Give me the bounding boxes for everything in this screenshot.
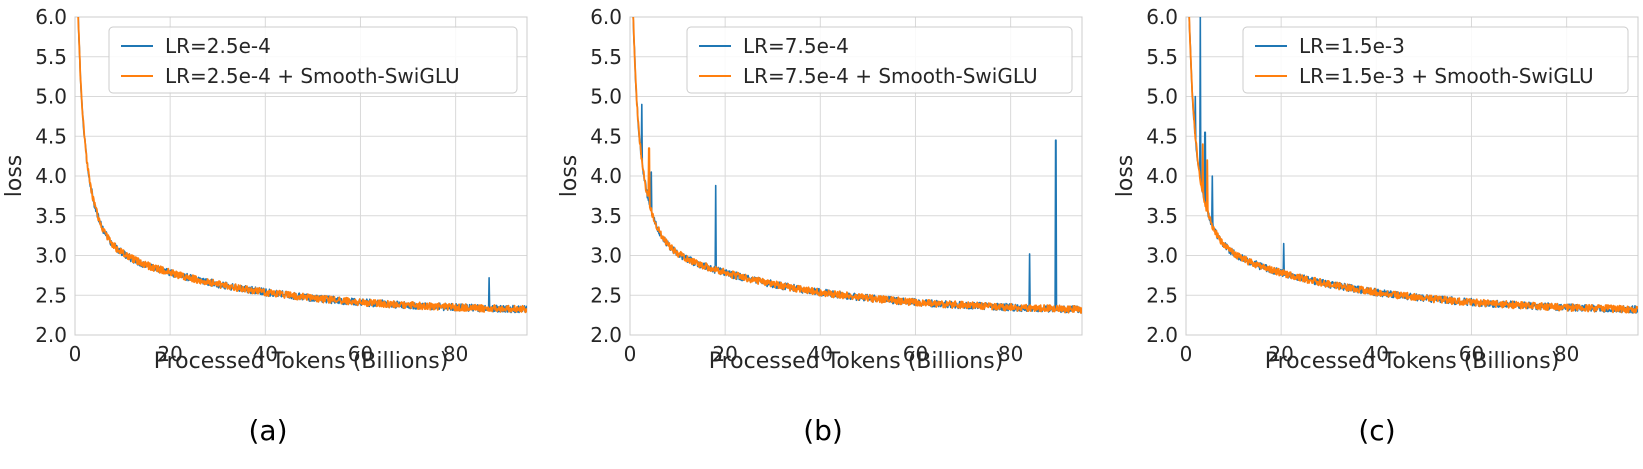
legend-entry-1: LR=2.5e-4 <box>165 34 271 58</box>
plot-area <box>632 17 1082 314</box>
y-tick-label: 4.5 <box>1146 124 1178 148</box>
y-tick-label: 2.0 <box>1146 323 1178 347</box>
x-axis-label: Processed Tokens (Billions) <box>709 349 1004 374</box>
chart-panel-3: 0 20 40 60 80 2.0 2.5 3.0 3.5 4.0 4.5 5.0 5.5 6.0 Proc… <box>1113 5 1639 447</box>
x-tick-label: 60 <box>903 342 928 366</box>
y-axis-label: loss <box>2 155 27 198</box>
legend: LR=2.5e-4 LR=2.5e-4 + Smooth-SwiGLU <box>108 26 518 94</box>
legend: LR=7.5e-4 LR=7.5e-4 + Smooth-SwiGLU <box>686 26 1073 94</box>
x-tick-label: 0 <box>69 342 82 366</box>
y-tick-label: 4.5 <box>35 124 67 148</box>
y-tick-label: 5.5 <box>35 45 67 69</box>
x-tick-label: 40 <box>253 342 278 366</box>
x-tick-label: 20 <box>1268 342 1293 366</box>
y-axis-label: loss <box>1113 155 1138 198</box>
plot-frame <box>74 16 528 336</box>
y-tick-label: 2.0 <box>35 323 67 347</box>
y-tick-label: 6.0 <box>1146 5 1178 29</box>
y-tick-label: 3.0 <box>35 244 67 268</box>
y-tick-label: 2.0 <box>590 323 622 347</box>
y-tick-label: 3.5 <box>35 204 67 228</box>
plot-frame <box>1185 16 1639 336</box>
plot-frame <box>629 16 1083 336</box>
y-tick-label: 5.5 <box>1146 45 1178 69</box>
x-tick-label: 20 <box>712 342 737 366</box>
legend-box <box>108 26 518 94</box>
x-tick-label: 60 <box>1459 342 1484 366</box>
y-tick-label: 3.5 <box>1146 204 1178 228</box>
y-tick-label: 4.5 <box>590 124 622 148</box>
y-tick-label: 5.5 <box>590 45 622 69</box>
legend-entry-2: LR=2.5e-4 + Smooth-SwiGLU <box>165 64 460 88</box>
x-tick-label: 0 <box>1180 342 1193 366</box>
plot-area <box>77 17 527 314</box>
y-tick-label: 3.0 <box>1146 244 1178 268</box>
x-tick-label: 80 <box>998 342 1023 366</box>
x-tick-label: 60 <box>348 342 373 366</box>
y-tick-label: 2.5 <box>35 283 67 307</box>
y-tick-label: 2.5 <box>590 283 622 307</box>
x-tick-label: 20 <box>157 342 182 366</box>
x-tick-label: 80 <box>1554 342 1579 366</box>
series-line-2 <box>1188 17 1638 314</box>
y-tick-label: 6.0 <box>35 5 67 29</box>
y-tick-label: 3.0 <box>590 244 622 268</box>
x-tick-label: 40 <box>808 342 833 366</box>
y-tick-label: 4.0 <box>590 164 622 188</box>
x-tick-label: 0 <box>624 342 637 366</box>
y-tick-label: 2.5 <box>1146 283 1178 307</box>
x-tick-label: 80 <box>443 342 468 366</box>
series-line-2 <box>632 17 1082 314</box>
legend-entry-1: LR=7.5e-4 <box>743 34 849 58</box>
x-tick-label: 40 <box>1364 342 1389 366</box>
legend-entry-2: LR=1.5e-3 + Smooth-SwiGLU <box>1299 64 1594 88</box>
chart-panel-1: 0 20 40 60 80 2.0 2.5 3.0 3.5 4.0 4.5 5.0 5.5 6.0 Proc… <box>2 5 528 447</box>
series-line-2 <box>77 17 527 314</box>
legend: LR=1.5e-3 LR=1.5e-3 + Smooth-SwiGLU <box>1242 26 1629 94</box>
y-tick-label: 5.0 <box>590 85 622 109</box>
x-axis-label: Processed Tokens (Billions) <box>1265 349 1560 374</box>
chart-panel-2: 0 20 40 60 80 2.0 2.5 3.0 3.5 4.0 4.5 5.0 5.5 6.0 Proc… <box>557 5 1083 447</box>
x-axis-label: Processed Tokens (Billions) <box>154 349 449 374</box>
legend-box <box>1242 26 1629 94</box>
legend-entry-1: LR=1.5e-3 <box>1299 34 1405 58</box>
y-tick-label: 3.5 <box>590 204 622 228</box>
y-tick-label: 4.0 <box>35 164 67 188</box>
y-tick-label: 4.0 <box>1146 164 1178 188</box>
legend-entry-2: LR=7.5e-4 + Smooth-SwiGLU <box>743 64 1038 88</box>
y-tick-label: 5.0 <box>35 85 67 109</box>
legend-box <box>686 26 1073 94</box>
panel-caption: (b) <box>803 414 843 447</box>
y-axis-label: loss <box>557 155 582 198</box>
y-tick-label: 5.0 <box>1146 85 1178 109</box>
panel-caption: (c) <box>1358 414 1395 447</box>
y-tick-label: 6.0 <box>590 5 622 29</box>
plot-area <box>1188 17 1638 314</box>
panel-caption: (a) <box>248 414 287 447</box>
